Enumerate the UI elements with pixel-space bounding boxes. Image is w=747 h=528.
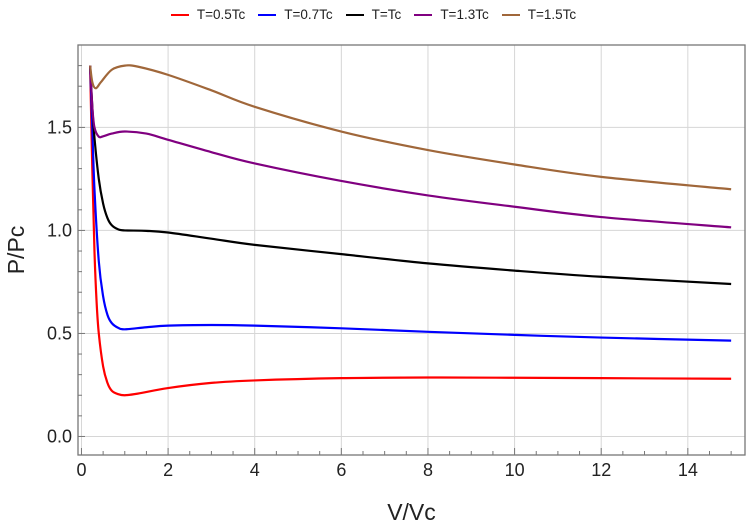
legend-item: T=0.7Tc <box>258 7 333 22</box>
legend: T=0.5Tc T=0.7Tc T=Tc T=1.3Tc T=1.5Tc <box>0 7 747 22</box>
legend-item: T=Tc <box>345 7 402 22</box>
legend-label: T=0.7Tc <box>284 7 333 22</box>
plot-frame <box>77 44 746 456</box>
legend-label: T=1.3Tc <box>440 7 489 22</box>
x-tick-label: 8 <box>423 460 433 480</box>
legend-swatch <box>170 13 189 16</box>
x-tick-label: 0 <box>76 460 86 480</box>
x-axis-label: V/Vc <box>387 499 436 525</box>
series-line-4 <box>89 64 732 191</box>
x-tick-label: 10 <box>505 460 525 480</box>
series-line-0 <box>89 65 732 397</box>
legend-swatch <box>501 13 520 16</box>
y-tick-label: 0.0 <box>47 426 72 446</box>
legend-label: T=1.5Tc <box>527 7 577 22</box>
series-line-3 <box>89 65 732 229</box>
legend-swatch <box>414 13 433 16</box>
x-tick-label: 6 <box>336 460 346 480</box>
legend-item: T=1.3Tc <box>414 7 489 22</box>
series-line-1 <box>89 65 732 342</box>
legend-swatch <box>345 13 364 16</box>
legend-label: T=Tc <box>371 7 402 22</box>
x-tick-label: 14 <box>678 460 698 480</box>
x-tick-label: 4 <box>250 460 260 480</box>
x-tick-label: 2 <box>163 460 173 480</box>
y-tick-label: 0.5 <box>47 323 72 343</box>
legend-label: T=0.5Tc <box>196 7 246 22</box>
y-axis-label: P/Pc <box>3 226 29 275</box>
legend-swatch <box>258 13 277 16</box>
legend-item: T=0.5Tc <box>170 7 246 22</box>
legend-item: T=1.5Tc <box>501 7 577 22</box>
y-tick-label: 1.0 <box>47 220 72 240</box>
series-line-2 <box>89 65 732 286</box>
x-tick-label: 12 <box>591 460 611 480</box>
y-tick-label: 1.5 <box>47 117 72 137</box>
